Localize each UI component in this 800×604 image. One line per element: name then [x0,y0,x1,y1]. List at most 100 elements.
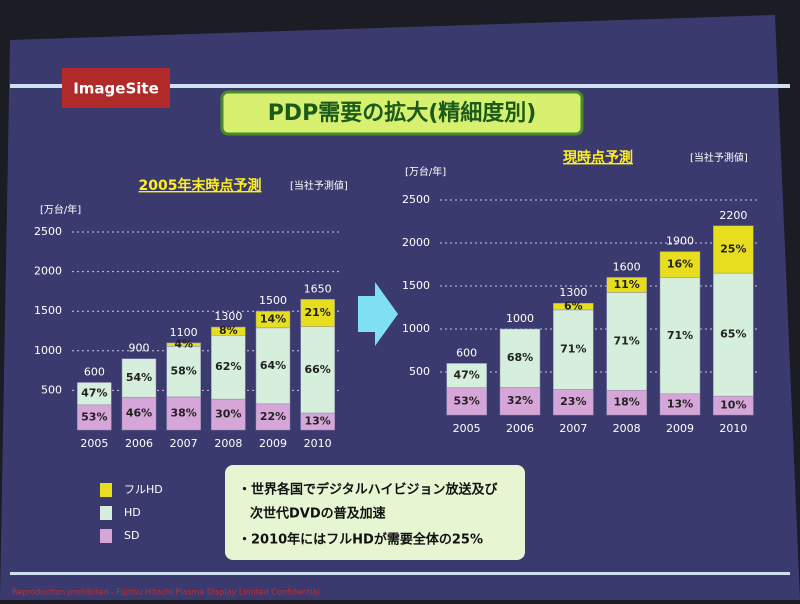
unit-label: [万台/年] [405,165,446,178]
chart-note: [当社予測値] [690,151,748,164]
value-label: 46% [126,407,152,420]
value-label: 23% [560,395,586,408]
value-label: 53% [453,394,479,407]
notes-box [225,465,525,560]
total-label: 600 [456,346,477,359]
note: ・2010年にはフルHDが需要全体の25% [238,532,483,548]
logo-box [62,68,170,108]
value-label: 11% [613,278,639,291]
legend-label: SD [124,529,139,542]
value-label: 71% [560,343,586,356]
x-tick-label: 2007 [170,437,198,450]
total-label: 2200 [719,209,747,222]
value-label: 53% [81,410,107,423]
bar-segment [659,251,701,278]
bar-segment [121,396,157,431]
legend-swatch [100,483,112,497]
value-label: 16% [667,258,693,271]
value-label: 13% [304,415,330,428]
y-tick-label: 2000 [402,236,430,249]
bar-segment [446,363,487,388]
value-label: 47% [453,369,479,382]
arrow [358,282,398,346]
value-label: 64% [260,359,286,372]
slide-area [0,15,800,600]
bar-segment [606,277,647,293]
total-label: 1500 [259,294,287,307]
value-label: 38% [170,406,196,419]
y-tick-label: 1000 [34,344,62,357]
value-label: 71% [667,329,693,342]
legend-swatch [100,506,112,520]
value-label: 62% [215,360,241,373]
footer-rule [10,572,790,575]
y-tick-label: 500 [41,383,62,396]
total-label: 900 [129,342,150,355]
bar-segment [553,302,594,311]
title-box [220,90,584,136]
bar-segment [446,387,487,416]
total-label: 1300 [559,286,587,299]
total-label: 1650 [304,282,332,295]
bar-segment [300,326,335,414]
legend-label: HD [124,506,141,519]
chart-title: 2005年末時点予測 [139,177,262,194]
bar-segment [606,292,647,391]
bar-segment [255,327,291,405]
x-tick-label: 2008 [613,422,641,435]
footer: Reproduction prohibited - Fujitsu Hitach… [12,588,319,597]
total-label: 1600 [613,260,641,273]
bar-segment [211,326,246,336]
y-tick-label: 2500 [402,193,430,206]
value-label: 25% [720,242,746,255]
x-tick-label: 2005 [453,422,481,435]
y-tick-label: 500 [409,365,430,378]
chart-note: [当社予測値] [290,179,348,192]
bar-segment [499,328,541,388]
header-rule [10,84,790,88]
value-label: 14% [260,313,286,326]
unit-label: [万台/年] [40,203,81,216]
x-tick-label: 2006 [506,422,534,435]
total-label: 1100 [170,326,198,339]
logo: ImageSite [73,80,159,98]
bar-segment [553,389,594,416]
bar-segment [255,403,291,431]
x-tick-label: 2009 [666,422,694,435]
bar-segment [713,225,754,274]
y-tick-label: 1000 [402,322,430,335]
value-label: 71% [613,334,639,347]
bar-segment [166,342,201,347]
total-label: 1300 [214,310,242,323]
value-label: 22% [260,410,286,423]
value-label: 10% [720,399,746,412]
x-tick-label: 2010 [719,422,747,435]
value-label: 58% [170,365,196,378]
value-label: 6% [564,300,583,313]
bar-segment [713,272,754,397]
value-label: 47% [81,387,107,400]
value-label: 54% [126,371,152,384]
bar-segment [499,387,541,416]
note: 次世代DVDの普及加速 [250,506,386,522]
bar-segment [300,299,335,328]
x-tick-label: 2008 [214,437,242,450]
value-label: 4% [174,338,193,351]
bar-segment [553,309,594,390]
bar-segment [255,310,291,329]
value-label: 13% [667,397,693,410]
y-tick-label: 1500 [402,279,430,292]
bar-segment [121,358,157,398]
y-tick-label: 2000 [34,265,62,278]
slide-title: PDP需要の拡大(精細度別) [268,100,537,126]
value-label: 68% [507,351,533,364]
y-tick-label: 2500 [34,225,62,238]
bar-segment [211,335,246,400]
value-label: 8% [219,324,238,337]
chart-title: 現時点予測 [563,149,633,166]
note: ・世界各国でデジタルハイビジョン放送及び [238,482,498,498]
legend-swatch [100,529,112,543]
legend-label: フルHD [124,483,163,496]
x-tick-label: 2010 [304,437,332,450]
